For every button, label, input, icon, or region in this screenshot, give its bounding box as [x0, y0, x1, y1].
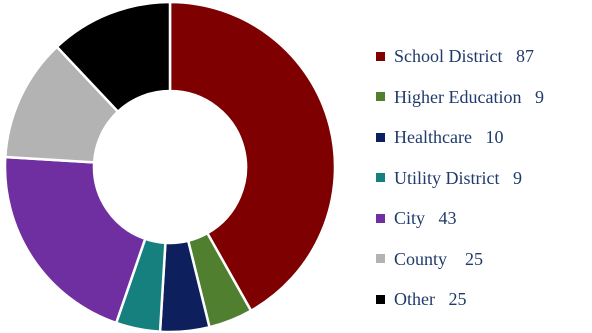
legend-label-utility-district: Utility District 9 [394, 167, 522, 188]
legend-label-healthcare: Healthcare 10 [394, 127, 504, 148]
donut-slice-school-district [168, 0, 337, 313]
legend-label-school-district: School District 87 [394, 46, 534, 67]
legend-item-other: Other 25 [376, 279, 588, 320]
legend-swatch-city [376, 213, 385, 223]
donut-slice-other [55, 0, 172, 114]
legend-swatch-higher-education [376, 92, 385, 102]
legend-label-higher-education: Higher Education 9 [394, 86, 544, 107]
donut-slice-city [3, 155, 147, 325]
legend-label-city: City 43 [394, 208, 457, 229]
legend-swatch-county [376, 254, 385, 264]
legend-item-higher-education: Higher Education 9 [376, 77, 588, 118]
legend-label-county: County 25 [394, 248, 484, 269]
legend-label-other: Other 25 [394, 289, 467, 310]
legend-swatch-utility-district [376, 173, 385, 183]
legend-swatch-other [376, 294, 385, 304]
legend: School District 87 Higher Education 9 Heal… [376, 36, 588, 320]
legend-item-city: City 43 [376, 198, 588, 239]
legend-item-utility-district: Utility District 9 [376, 158, 588, 199]
legend-item-county: County 25 [376, 239, 588, 280]
legend-swatch-healthcare [376, 132, 385, 142]
legend-item-healthcare: Healthcare 10 [376, 117, 588, 158]
legend-item-school-district: School District 87 [376, 36, 588, 77]
legend-swatch-school-district [376, 51, 385, 61]
